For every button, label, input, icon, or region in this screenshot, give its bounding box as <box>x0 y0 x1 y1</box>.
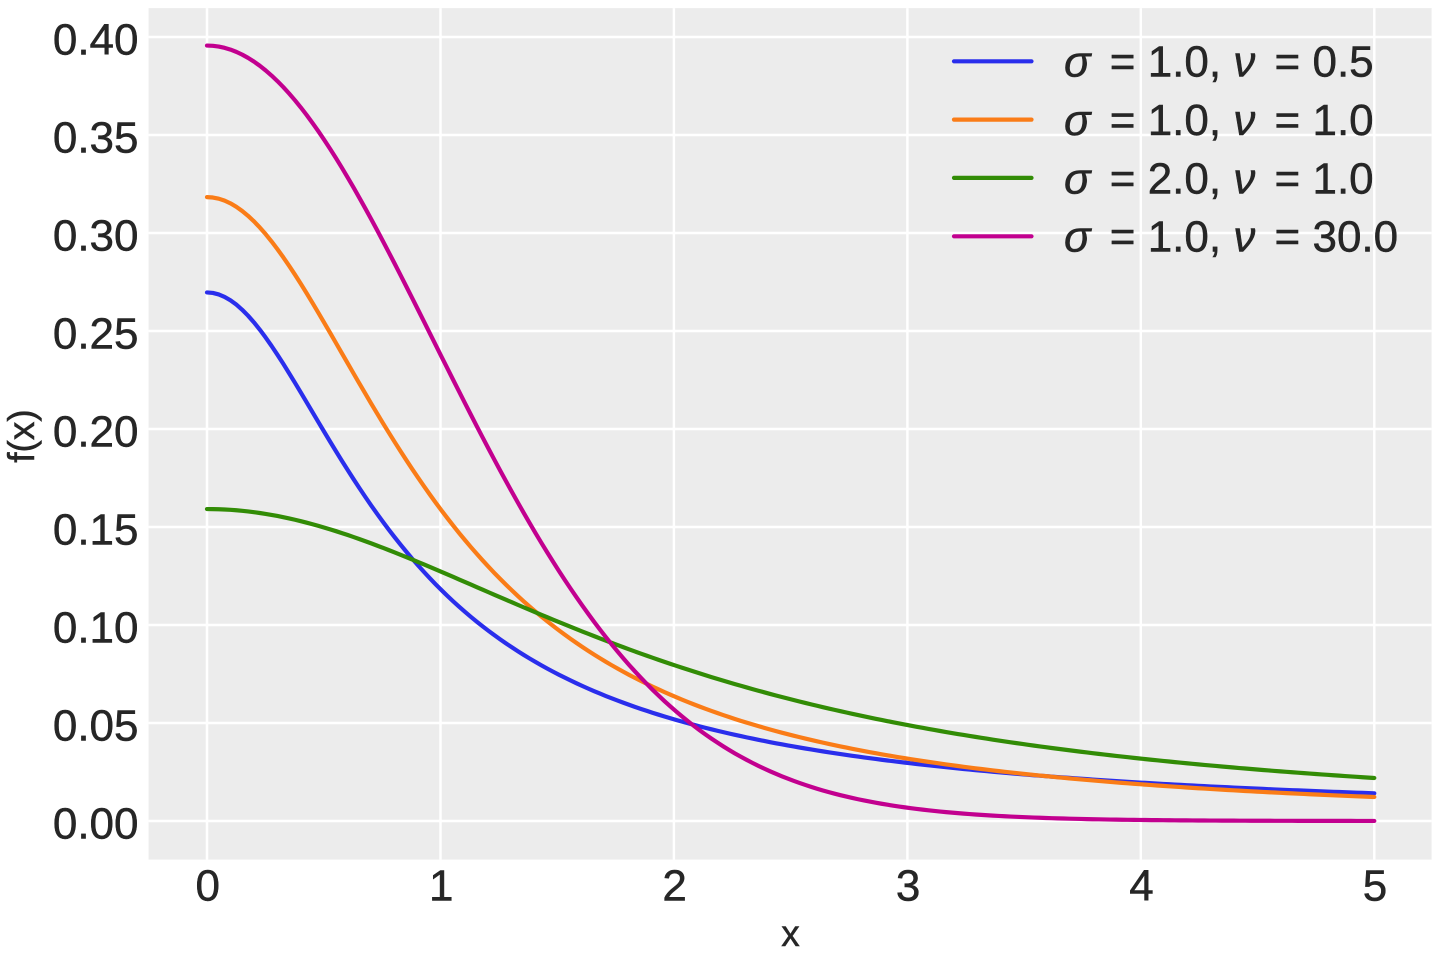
svg-text:0.10: 0.10 <box>53 603 139 652</box>
svg-text:0.25: 0.25 <box>53 309 139 358</box>
svg-text:1: 1 <box>429 861 453 910</box>
svg-text:0.35: 0.35 <box>53 113 139 162</box>
svg-text:σ = 1.0, ν = 1.0: σ = 1.0, ν = 1.0 <box>1064 96 1374 145</box>
svg-text:σ = 1.0, ν = 0.5: σ = 1.0, ν = 0.5 <box>1064 38 1374 87</box>
svg-text:0.40: 0.40 <box>53 15 139 64</box>
svg-text:5: 5 <box>1363 861 1387 910</box>
svg-text:0.05: 0.05 <box>53 701 139 750</box>
svg-text:0.00: 0.00 <box>53 799 139 848</box>
svg-text:σ = 2.0, ν = 1.0: σ = 2.0, ν = 1.0 <box>1064 154 1374 203</box>
svg-text:f(x): f(x) <box>1 409 42 462</box>
svg-text:3: 3 <box>896 861 920 910</box>
svg-text:0: 0 <box>195 861 219 910</box>
svg-text:0.20: 0.20 <box>53 407 139 456</box>
svg-text:x: x <box>781 913 800 954</box>
svg-text:4: 4 <box>1129 861 1153 910</box>
svg-text:2: 2 <box>662 861 686 910</box>
svg-text:σ = 1.0, ν = 30.0: σ = 1.0, ν = 30.0 <box>1064 213 1398 262</box>
svg-text:0.15: 0.15 <box>53 505 139 554</box>
svg-text:0.30: 0.30 <box>53 211 139 260</box>
